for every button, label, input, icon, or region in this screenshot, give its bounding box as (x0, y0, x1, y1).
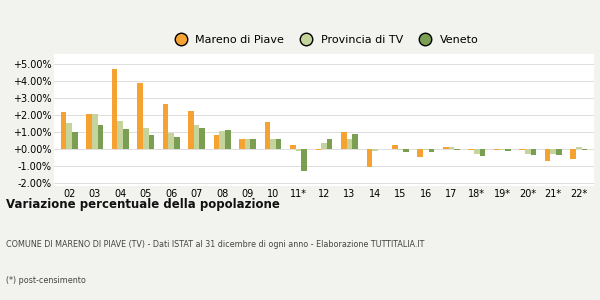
Bar (321, 143, 327, 149)
Bar (61, 112, 67, 149)
Bar (220, 131, 225, 149)
Bar (545, 149, 550, 161)
Bar (199, 128, 205, 149)
Bar (398, 149, 403, 151)
Bar (118, 121, 123, 149)
Bar (143, 128, 149, 149)
Bar (449, 147, 454, 149)
Bar (123, 129, 128, 149)
Bar (214, 135, 220, 149)
Bar (194, 125, 199, 149)
Bar (367, 149, 372, 167)
Bar (174, 137, 179, 149)
Bar (372, 149, 378, 151)
Bar (239, 140, 245, 149)
Bar (505, 149, 511, 151)
Bar (571, 149, 576, 159)
Bar (556, 149, 562, 155)
Bar (137, 83, 143, 149)
Bar (499, 149, 505, 151)
Text: Variazione percentuale della popolazione: Variazione percentuale della popolazione (6, 198, 280, 211)
Bar (67, 123, 72, 149)
Bar (245, 140, 250, 149)
Bar (86, 114, 92, 149)
Bar (276, 140, 281, 149)
Bar (525, 149, 530, 154)
Bar (225, 130, 230, 149)
Bar (530, 149, 536, 155)
Bar (479, 149, 485, 155)
Bar (581, 149, 587, 150)
Bar (163, 104, 169, 149)
Bar (98, 125, 103, 149)
Bar (72, 132, 77, 149)
Bar (347, 139, 352, 149)
Bar (270, 140, 276, 149)
Bar (403, 149, 409, 152)
Bar (301, 149, 307, 171)
Bar (454, 149, 460, 150)
Bar (392, 145, 398, 149)
Legend: Mareno di Piave, Provincia di TV, Veneto: Mareno di Piave, Provincia di TV, Veneto (165, 31, 483, 50)
Bar (316, 149, 321, 150)
Bar (520, 149, 525, 151)
Bar (327, 139, 332, 149)
Bar (494, 149, 499, 150)
Bar (352, 134, 358, 149)
Bar (418, 149, 423, 157)
Bar (423, 149, 428, 151)
Bar (576, 147, 581, 149)
Bar (550, 149, 556, 154)
Bar (443, 147, 449, 149)
Bar (92, 114, 98, 149)
Bar (428, 149, 434, 152)
Bar (265, 122, 270, 149)
Bar (469, 149, 474, 150)
Text: COMUNE DI MARENO DI PIAVE (TV) - Dati ISTAT al 31 dicembre di ogni anno - Elabor: COMUNE DI MARENO DI PIAVE (TV) - Dati IS… (6, 240, 424, 249)
Bar (112, 69, 118, 149)
Bar (290, 146, 296, 149)
Bar (250, 139, 256, 149)
Bar (149, 135, 154, 149)
Bar (296, 149, 301, 151)
Bar (169, 133, 174, 149)
Bar (474, 149, 479, 154)
Text: (*) post-censimento: (*) post-censimento (6, 276, 86, 285)
Bar (341, 132, 347, 149)
Bar (188, 111, 194, 149)
